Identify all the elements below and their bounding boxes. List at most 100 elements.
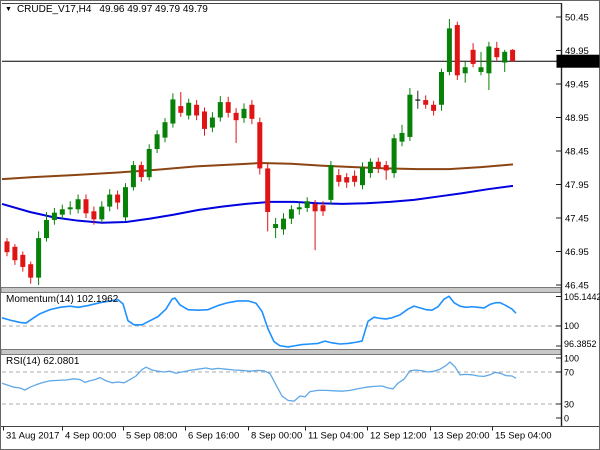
rsi-tick-label: 30	[564, 400, 574, 410]
candle-body	[415, 99, 421, 101]
candle-body	[399, 132, 405, 142]
time-tick-label: 15 Sep 04:00	[495, 431, 552, 442]
candle-body	[146, 148, 152, 178]
price-tick-label: 49.45	[565, 80, 589, 91]
candle-body	[273, 224, 279, 229]
candle-body	[439, 71, 444, 105]
candle-body	[202, 111, 207, 129]
candle-body	[328, 165, 334, 200]
rsi-line	[1, 361, 517, 402]
momentum-tick-label: 100	[564, 321, 579, 331]
rsi-axis: 100 70 30 0	[556, 354, 579, 424]
candle-body	[336, 175, 342, 182]
candle-body	[391, 138, 397, 174]
momentum-line	[1, 295, 517, 348]
symbol-dropdown-icon[interactable]: ▼	[5, 6, 12, 13]
candle-body	[320, 205, 326, 212]
candle-body	[249, 104, 255, 119]
candle-body	[107, 194, 113, 207]
price-tag-box	[556, 54, 600, 68]
candle-body	[423, 100, 429, 105]
candle-body	[12, 246, 18, 261]
rsi-tick-label: 70	[564, 368, 574, 378]
candle-body	[178, 106, 184, 113]
candle-body	[494, 47, 500, 58]
candle-body	[28, 264, 34, 278]
candle-body	[130, 165, 136, 188]
candle-body	[217, 102, 223, 118]
candle-body	[257, 122, 263, 169]
price-tick-label: 48.45	[565, 147, 589, 158]
candle-body	[99, 206, 105, 220]
separator-main-momentum	[0, 287, 562, 293]
candle-body	[478, 67, 484, 72]
rsi-tick-label: 0	[564, 414, 569, 424]
candle-body	[225, 102, 231, 113]
time-tick-label: 31 Aug 2017	[6, 431, 59, 442]
candle-body	[367, 161, 373, 174]
time-tick-label: 8 Sep 00:00	[251, 431, 302, 442]
candle-body	[162, 122, 168, 138]
candle-body	[304, 201, 310, 208]
rsi-label: RSI(14) 62.0801	[6, 356, 80, 367]
rsi-tick-label: 100	[564, 354, 579, 364]
candle-body	[59, 209, 65, 215]
candle-body	[375, 161, 381, 168]
momentum-tick-label: 96.3852	[564, 339, 597, 349]
price-tick-label: 46.45	[565, 281, 589, 292]
symbol-label: CRUDE_V17,H4	[16, 4, 92, 15]
separator-momentum-rsi	[0, 349, 562, 355]
ma-blue-line	[1, 184, 514, 224]
candle-body	[194, 104, 200, 116]
price-tick-label: 47.45	[565, 214, 589, 225]
candle-body	[510, 49, 516, 62]
current-price-tag: 49.79	[556, 54, 600, 68]
candle-body	[138, 165, 144, 178]
candle-body	[296, 207, 302, 210]
candle-body	[281, 218, 286, 230]
candle-body	[241, 108, 247, 119]
time-axis: 31 Aug 2017 4 Sep 00:00 5 Sep 08:00 6 Sep 1…	[3, 426, 552, 442]
candles-layer	[4, 19, 516, 285]
candle-body	[123, 187, 128, 218]
price-tick-label: 46.95	[565, 247, 589, 258]
chart-title: ▼ CRUDE_V17,H4 49.96 49.97 49.79 49.79	[5, 4, 208, 15]
time-tick-label: 12 Sep 12:00	[370, 431, 427, 442]
level-lines-layer	[2, 325, 561, 405]
candle-body	[67, 207, 73, 210]
candle-body	[344, 177, 350, 183]
candle-body	[233, 112, 239, 121]
candle-body	[383, 165, 389, 171]
candle-body	[51, 212, 57, 221]
candle-body	[446, 28, 452, 72]
time-tick-label: 5 Sep 08:00	[126, 431, 177, 442]
candle-body	[312, 203, 318, 212]
candle-body	[4, 241, 10, 253]
momentum-label: Momentum(14) 102.1962	[6, 294, 119, 305]
price-tick-label: 50.45	[565, 13, 589, 24]
candle-body	[170, 99, 176, 124]
candle-body	[83, 199, 89, 214]
candle-body	[36, 238, 42, 278]
price-tick-label: 48.95	[565, 113, 589, 124]
price-axis: 50.45 49.95 49.45 48.95 48.45 47.95 47.45 46.95…	[556, 13, 589, 292]
price-tag-label: 49.79	[564, 57, 588, 68]
candle-body	[431, 104, 437, 111]
candle-body	[115, 194, 121, 203]
time-tick-label: 11 Sep 04:00	[308, 431, 364, 442]
candle-body	[91, 211, 97, 220]
candle-body	[352, 175, 358, 182]
candle-body	[20, 254, 26, 267]
candle-body	[407, 94, 413, 137]
candle-body	[470, 49, 476, 64]
candle-body	[486, 46, 492, 74]
ma-brown-line	[1, 162, 514, 181]
momentum-axis: 105.1442 100 96.3852	[556, 292, 600, 349]
candle-body	[209, 117, 215, 128]
time-tick-label: 13 Sep 20:00	[433, 431, 490, 442]
candle-body	[454, 25, 460, 76]
momentum-tick-label: 105.1442	[564, 292, 600, 302]
